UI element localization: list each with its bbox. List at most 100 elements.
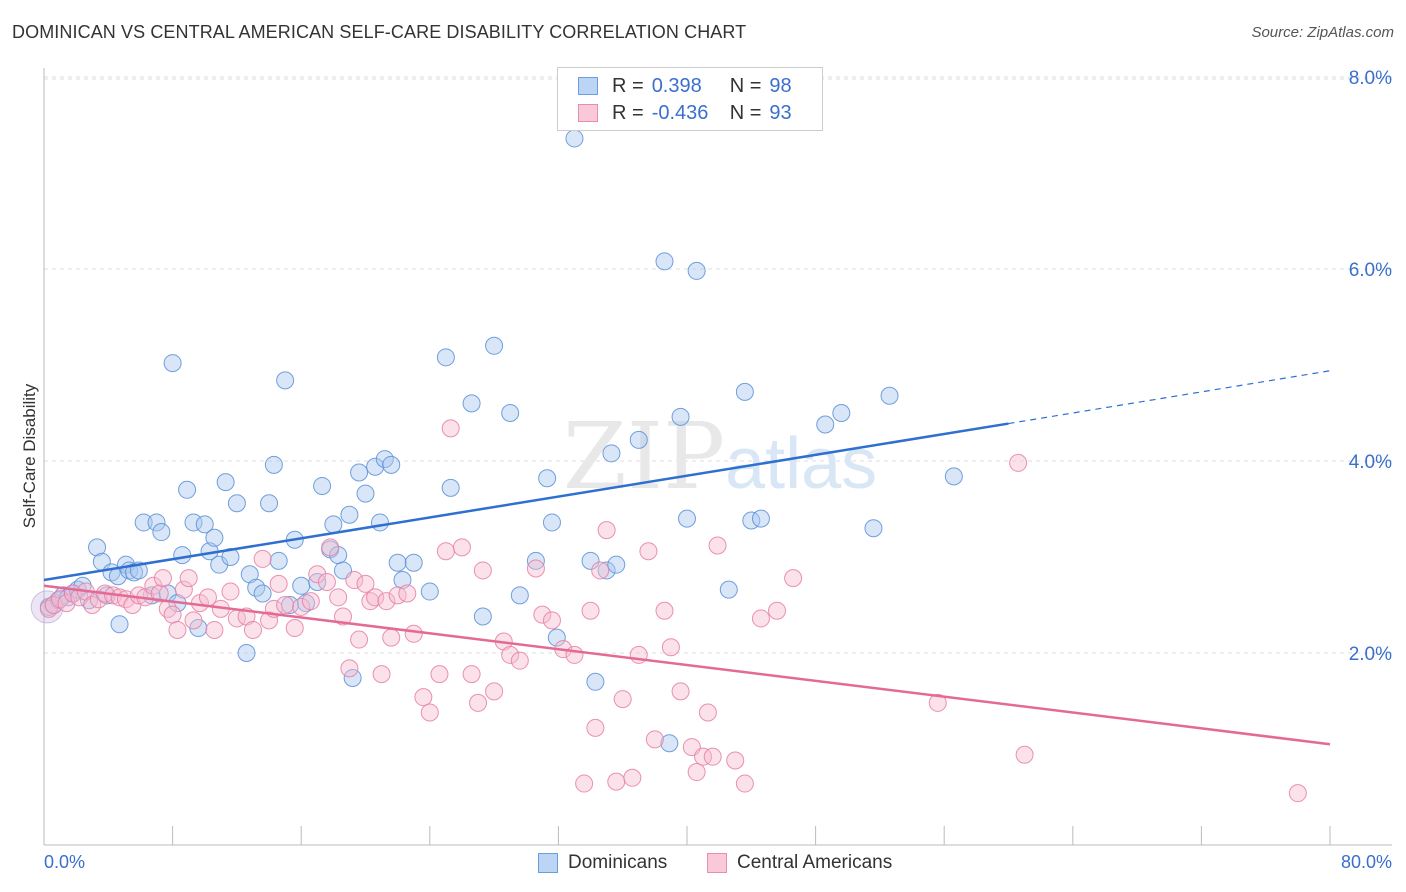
central-americans-point <box>285 619 304 638</box>
central-americans-point <box>144 576 163 595</box>
dominicans-point <box>473 607 492 626</box>
central-americans-point <box>301 592 320 611</box>
dominicans-point <box>269 551 288 570</box>
central-americans-point <box>333 607 352 626</box>
dominicans-point <box>147 513 166 532</box>
central-americans-point <box>404 624 423 643</box>
dominicans-point <box>751 509 770 528</box>
central-americans-point <box>597 521 616 540</box>
dominicans-point <box>382 455 401 474</box>
n-label: N = <box>729 74 762 97</box>
dominicans-point <box>404 553 423 572</box>
central-americans-point <box>168 620 187 639</box>
r-value-central-americans: -0.436 <box>651 101 709 124</box>
central-americans-point <box>469 693 488 712</box>
y-tick-label: 6.0% <box>1349 260 1392 281</box>
y-axis-label: Self-Care Disability <box>20 383 39 529</box>
dominicans-point <box>134 513 153 532</box>
dominicans-point <box>719 580 738 599</box>
central-americans-point <box>260 611 279 630</box>
central-americans-point <box>372 665 391 684</box>
dominicans-point <box>597 561 616 580</box>
dominicans-point <box>237 644 256 662</box>
central-americans-point <box>308 565 327 584</box>
dominicans-trend-extension <box>1008 370 1331 425</box>
dominicans-point <box>292 576 311 595</box>
dominicans-point <box>227 494 246 513</box>
dominicans-point <box>547 628 566 647</box>
legend-row-dominicans: R = 0.398 N = 98 <box>578 73 792 99</box>
dominicans-point <box>324 515 343 534</box>
central-americans-point <box>205 620 224 639</box>
dominicans-point <box>735 382 754 401</box>
central-americans-point <box>377 592 396 611</box>
central-americans-point <box>269 574 288 593</box>
n-label: N = <box>729 101 762 124</box>
central-americans-point <box>726 751 745 770</box>
central-americans-points <box>39 419 1307 803</box>
source-label: Source: ZipAtlas.com <box>1251 24 1394 41</box>
central-americans-point <box>751 609 770 628</box>
central-americans-point <box>436 542 455 561</box>
central-americans-point <box>510 651 529 670</box>
central-americans-legend-label: Central Americans <box>737 852 893 873</box>
central-americans-point <box>581 601 600 620</box>
central-americans-point <box>420 703 439 722</box>
central-americans-point <box>661 638 680 657</box>
central-americans-point <box>340 659 359 678</box>
central-americans-point <box>452 538 471 557</box>
dominicans-point <box>607 555 626 574</box>
dominicans-point <box>880 386 899 405</box>
dominicans-point <box>388 553 407 572</box>
trend-lines <box>43 370 1331 746</box>
dominicans-point <box>260 494 279 513</box>
dominicans-point <box>671 407 690 426</box>
dominicans-points <box>30 129 963 753</box>
dominicans-point <box>441 478 460 497</box>
x-tick-max: 80.0% <box>1340 852 1392 872</box>
central-americans-point <box>586 718 605 737</box>
dominicans-point <box>944 467 963 486</box>
central-americans-point <box>1288 784 1307 803</box>
dominicans-point <box>356 484 375 503</box>
dominicans-point <box>436 348 455 367</box>
central-americans-point <box>1009 453 1028 472</box>
dominicans-point <box>542 513 561 532</box>
dominicans-point <box>678 509 696 528</box>
central-americans-point <box>179 569 198 588</box>
central-americans-point <box>350 630 369 649</box>
central-americans-point <box>613 690 632 709</box>
dominicans-point <box>163 354 182 373</box>
dominicans-point <box>264 455 283 474</box>
dominicans-point <box>276 371 295 390</box>
dominicans-trend-line <box>43 422 1009 582</box>
legend-item-central-americans[interactable]: Central Americans <box>707 852 892 874</box>
central-americans-point <box>591 561 610 580</box>
dominicans-point <box>88 538 107 557</box>
y-tick-labels: 2.0% 4.0% 6.0% 8.0% <box>1349 68 1392 665</box>
central-americans-point <box>356 574 375 593</box>
watermark: ZIPatlas <box>563 403 877 510</box>
dominicans-point <box>526 551 545 570</box>
dominicans-point <box>308 572 327 591</box>
central-americans-point <box>221 582 240 601</box>
legend-item-dominicans[interactable]: Dominicans <box>538 852 667 874</box>
central-americans-point <box>329 588 348 607</box>
n-value-dominicans: 98 <box>769 74 792 97</box>
central-americans-trend-line <box>43 584 1331 746</box>
dominicans-point <box>221 548 240 566</box>
central-americans-point <box>784 569 803 588</box>
dominicans-point <box>586 672 605 691</box>
central-americans-point <box>698 703 717 722</box>
central-americans-point <box>768 601 787 620</box>
central-americans-point <box>735 774 754 793</box>
y-tick-label: 4.0% <box>1349 452 1392 473</box>
dominicans-point <box>195 515 214 534</box>
dominicans-point <box>184 513 203 532</box>
dominicans-point <box>660 734 679 753</box>
central-americans-point <box>542 611 561 630</box>
central-americans-point <box>276 596 295 614</box>
central-americans-point <box>174 580 193 599</box>
dominicans-point <box>485 336 504 355</box>
dominicans-point <box>816 415 835 434</box>
